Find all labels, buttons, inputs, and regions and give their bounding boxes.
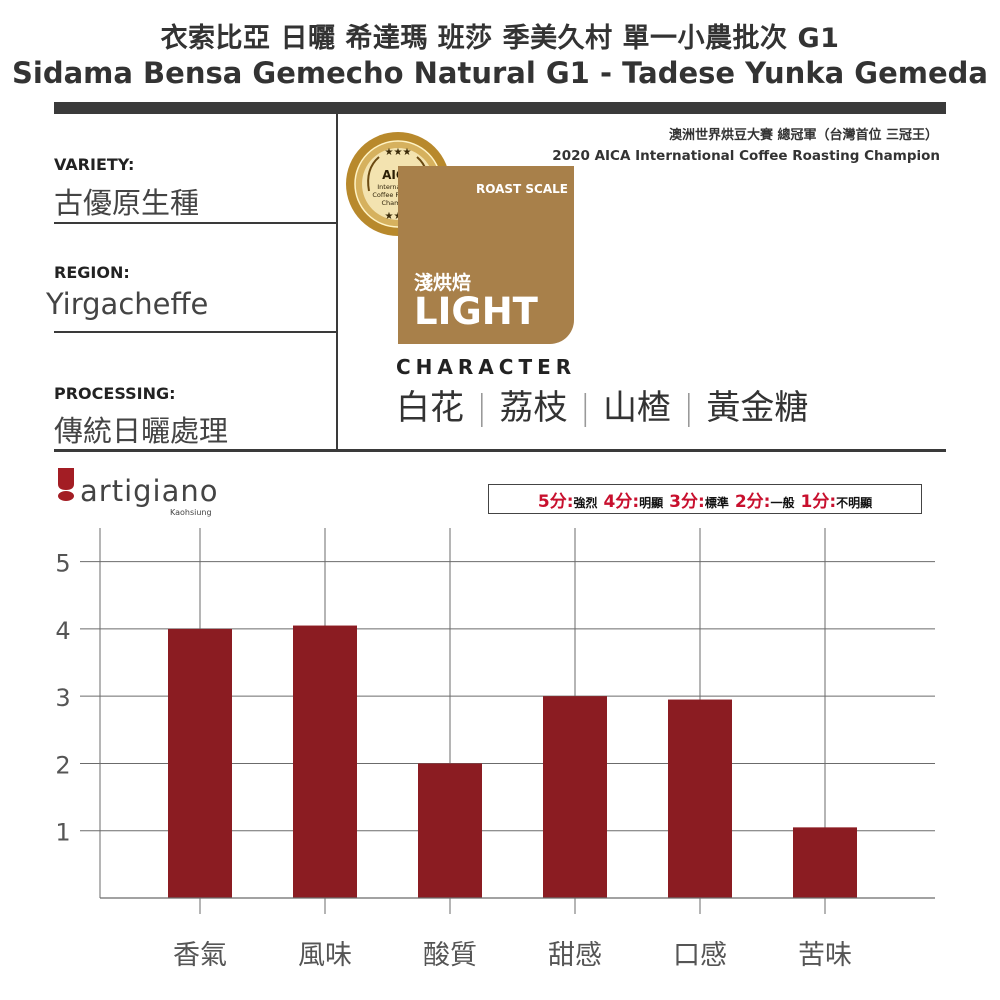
- bar: [668, 699, 732, 898]
- y-tick-label: 3: [55, 684, 70, 712]
- character-title: CHARACTER: [396, 355, 577, 379]
- legend-item-5: 5分:強烈: [537, 491, 598, 512]
- artigiano-logo-icon: [58, 468, 74, 501]
- vertical-divider: [336, 114, 338, 451]
- roast-scale-label: ROAST SCALE: [476, 182, 568, 196]
- variety-value: 古優原生種: [54, 186, 200, 220]
- character-notes: 白花 | 荔枝 | 山楂 | 黃金糖: [396, 388, 809, 428]
- award-title-zh: 澳洲世界烘豆大賽 總冠軍（台灣首位 三冠王）: [668, 128, 938, 143]
- bar: [793, 827, 857, 898]
- x-tick-label: 香氣: [173, 940, 227, 971]
- variety-label: VARIETY:: [54, 155, 135, 174]
- y-tick-label: 1: [55, 819, 70, 847]
- legend-item-1: 1分:不明顯: [800, 491, 873, 512]
- info-bottom-divider: [54, 449, 946, 452]
- x-tick-label: 苦味: [798, 940, 852, 971]
- note-2: 荔枝: [499, 388, 568, 428]
- y-tick-label: 5: [55, 550, 70, 578]
- y-tick-label: 4: [55, 617, 70, 645]
- processing-value: 傳統日曬處理: [54, 414, 229, 448]
- processing-label: PROCESSING:: [54, 384, 176, 403]
- region-value: Yirgacheffe: [46, 287, 209, 321]
- roast-level-en: LIGHT: [414, 290, 538, 333]
- region-label: REGION:: [54, 263, 130, 282]
- legend-item-2: 2分:一般: [734, 491, 795, 512]
- header-divider: [54, 102, 946, 114]
- award-title-en: 2020 AICA International Coffee Roasting …: [552, 148, 940, 164]
- legend-item-4: 4分:明顯: [603, 491, 664, 512]
- title-chinese: 衣索比亞 日曬 希達瑪 班莎 季美久村 單一小農批次 G1: [160, 23, 840, 54]
- bar: [293, 625, 357, 898]
- note-4: 黃金糖: [706, 388, 809, 428]
- flavor-bar-chart: 1 2 3 4 5 香氣 風味 酸質 甜感 口感 苦味: [55, 528, 935, 971]
- note-3: 山楂: [602, 388, 671, 428]
- bar: [168, 628, 232, 898]
- x-tick-label: 風味: [298, 940, 352, 971]
- row-divider-1: [54, 222, 336, 224]
- bar: [543, 696, 607, 898]
- bar: [418, 763, 482, 898]
- title-english: Sidama Bensa Gemecho Natural G1 - Tadese…: [12, 56, 988, 90]
- svg-text:★★★: ★★★: [385, 147, 412, 158]
- brand-city: Kaohsiung: [170, 508, 212, 517]
- brand-name: artigiano: [80, 474, 219, 508]
- roast-scale-box: ROAST SCALE 淺烘焙 LIGHT: [398, 166, 574, 344]
- note-1: 白花: [396, 388, 464, 428]
- roast-level-zh: 淺烘焙: [414, 272, 472, 294]
- legend-item-3: 3分:標準: [669, 491, 729, 512]
- x-tick-label: 酸質: [423, 940, 477, 971]
- score-legend: 5分:強烈 4分:明顯 3分:標準 2分:一般 1分:不明顯: [488, 484, 922, 514]
- y-tick-label: 2: [55, 751, 70, 779]
- x-tick-label: 甜感: [548, 940, 602, 971]
- x-tick-label: 口感: [673, 940, 727, 971]
- row-divider-2: [54, 331, 336, 333]
